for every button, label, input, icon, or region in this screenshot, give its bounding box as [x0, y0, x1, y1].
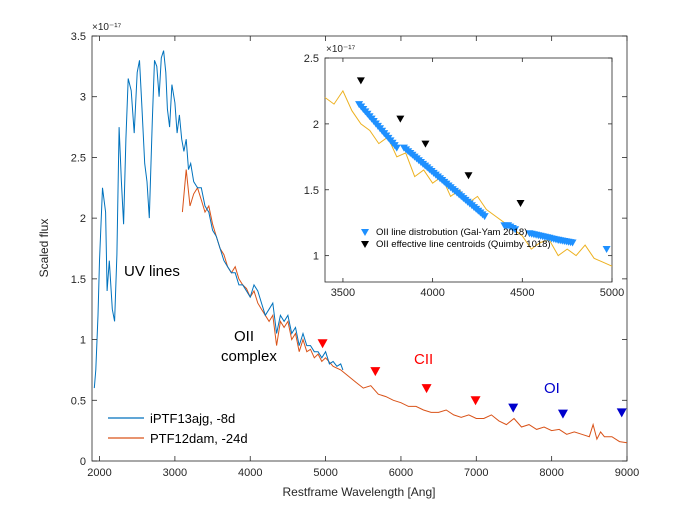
marker-cii-1 [370, 367, 381, 377]
main-series-group [93, 50, 628, 444]
x-tick-label: 9000 [615, 467, 639, 479]
inset-marker-black [464, 172, 473, 180]
x-tick-label: 5000 [313, 467, 337, 479]
annotation-uv-lines: UV lines [124, 263, 180, 280]
inset-y-tick-label: 1.5 [304, 185, 319, 197]
x-tick-label: 6000 [389, 467, 413, 479]
y-tick-label: 3.5 [71, 31, 86, 43]
inset-y-exponent: ×10⁻¹⁷ [326, 44, 356, 55]
inset-plot-area [324, 57, 613, 283]
y-tick-label: 1.5 [71, 274, 86, 286]
inset-marker-blue [568, 239, 577, 247]
inset-marker-black [421, 140, 430, 148]
inset-markers-group [355, 77, 611, 254]
marker-cii-3 [470, 396, 481, 406]
main-y-ticks: 0 0.5 1 1.5 2 2.5 3 3.5 [71, 31, 627, 468]
inset-marker-black [516, 199, 525, 207]
x-tick-label: 3000 [163, 467, 187, 479]
inset-marker-blue [511, 226, 520, 234]
legend-label-ptf12dam: PTF12dam, -24d [150, 431, 248, 446]
main-x-ticks: 2000 3000 4000 5000 6000 7000 8000 9000 [87, 36, 639, 479]
inset-x-tick-label: 4500 [510, 287, 534, 299]
marker-oi-1 [557, 409, 568, 419]
inset-legend-label-gal-yam: OII line distrobution (Gal-Yam 2018) [376, 227, 527, 238]
inset-legend-marker-blue [361, 229, 369, 236]
x-tick-label: 2000 [87, 467, 111, 479]
inset-legend-label-quimby: OII effective line centroids (Quimby 101… [376, 239, 551, 250]
series-line-iptf13ajg [93, 50, 344, 389]
inset-marker-black [356, 77, 365, 85]
x-tick-label: 8000 [539, 467, 563, 479]
y-tick-label: 3 [80, 92, 86, 104]
y-axis-label: Scaled flux [37, 219, 51, 278]
inset-marker-black [396, 115, 405, 123]
marker-oi-0 [508, 403, 519, 413]
inset-x-tick-label: 5000 [600, 287, 624, 299]
x-axis-label: Restframe Wavelength [Ang] [283, 485, 436, 499]
inset-legend-marker-black [361, 241, 369, 248]
inset-marker-blue [602, 246, 611, 254]
main-legend: iPTF13ajg, -8d PTF12dam, -24d [108, 411, 248, 446]
inset-y-tick-label: 1 [313, 251, 319, 263]
y-tick-label: 2.5 [71, 152, 86, 164]
marker-cii-0 [317, 339, 328, 349]
inset-x-tick-label: 4000 [420, 287, 444, 299]
inset-y-ticks: 1 1.5 2 2.5 [304, 53, 612, 263]
inset-marker-blue [480, 213, 489, 221]
legend-label-iptf13ajg: iPTF13ajg, -8d [150, 411, 235, 426]
marker-cii-2 [421, 384, 432, 394]
x-tick-label: 7000 [464, 467, 488, 479]
main-y-exponent: ×10⁻¹⁷ [92, 22, 122, 33]
y-tick-label: 1 [80, 335, 86, 347]
y-tick-label: 0.5 [71, 395, 86, 407]
annotation-cii: CII [414, 351, 433, 368]
annotation-oi: OI [544, 380, 560, 397]
inset-x-ticks: 3500 4000 4500 5000 [331, 58, 624, 299]
inset-y-tick-label: 2.5 [304, 53, 319, 65]
y-tick-label: 0 [80, 456, 86, 468]
series-line-ptf12dam [181, 169, 628, 444]
marker-oi-2 [616, 408, 627, 418]
inset-marker-blue [392, 144, 401, 152]
inset-legend: OII line distrobution (Gal-Yam 2018) OII… [361, 227, 551, 250]
inset-y-tick-label: 2 [313, 119, 319, 131]
annotation-oii: OII [234, 328, 254, 345]
annotation-complex: complex [221, 348, 277, 365]
main-markers-group [317, 339, 627, 419]
x-tick-label: 4000 [238, 467, 262, 479]
y-tick-label: 2 [80, 213, 86, 225]
inset-x-tick-label: 3500 [331, 287, 355, 299]
